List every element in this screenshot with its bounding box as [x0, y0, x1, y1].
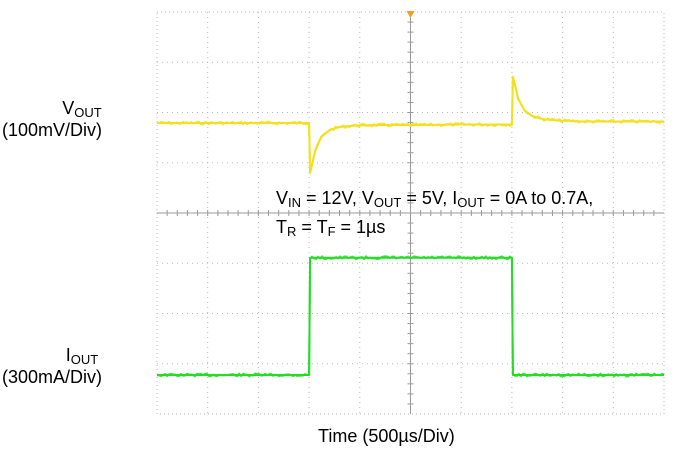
annotation-text: T	[276, 217, 287, 237]
vout-scale-label: (100mV/Div)	[2, 120, 103, 140]
iout-channel-name: IOUT	[65, 345, 99, 367]
scope-traces	[156, 75, 665, 378]
annotation-subscript: F	[327, 224, 336, 239]
iout-scale-label: (300mA/Div)	[2, 367, 103, 387]
annotation-text: = 12V, V	[301, 188, 374, 208]
annotation-subscript: OUT	[373, 195, 402, 210]
vout-trace	[157, 75, 664, 174]
annotation-text: = 5V, I	[401, 188, 458, 208]
annotation-text: = 0A to 0.7A,	[484, 188, 594, 208]
test-conditions-line-2: TR = TF = 1µs	[276, 217, 386, 239]
annotation-subscript: R	[287, 224, 297, 239]
test-conditions-line-1: VIN = 12V, VOUT = 5V, IOUT = 0A to 0.7A,	[276, 188, 594, 210]
trigger-marker	[406, 11, 415, 18]
annotation-text: = T	[296, 217, 328, 237]
vout-channel-name: VOUT	[62, 98, 102, 120]
x-axis-label: Time (500µs/Div)	[318, 426, 455, 446]
scope-grid	[156, 11, 665, 415]
annotation-text: = 1µs	[335, 217, 386, 237]
annotation-subscript: IN	[288, 195, 302, 210]
annotation-text: V	[276, 188, 289, 208]
annotation-subscript: OUT	[457, 195, 485, 210]
iout-trace	[157, 256, 664, 376]
